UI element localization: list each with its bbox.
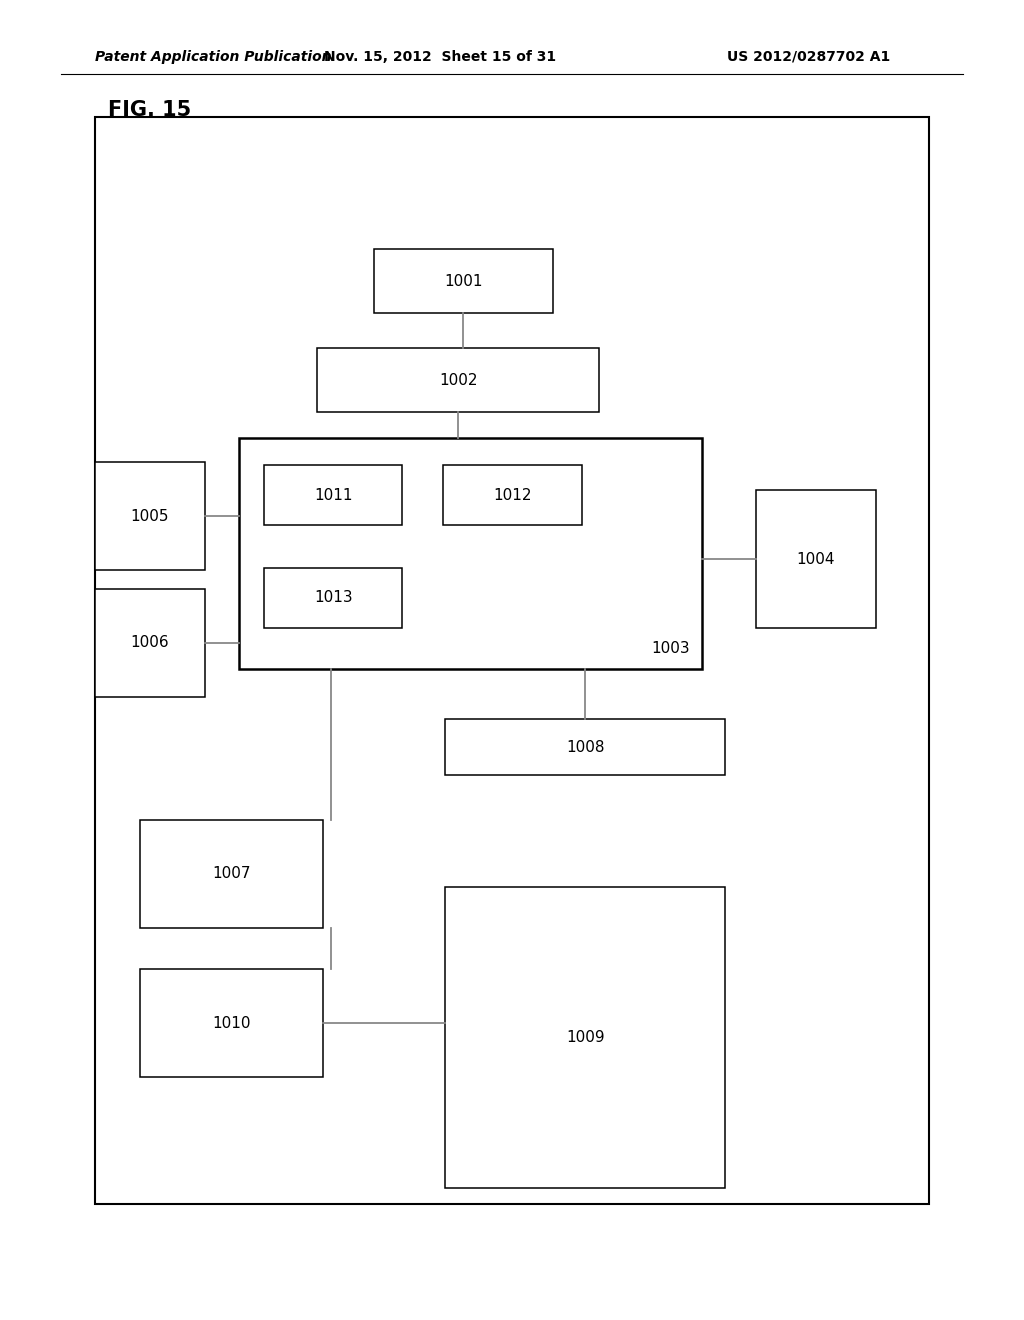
Text: 1005: 1005	[131, 508, 169, 524]
Text: Nov. 15, 2012  Sheet 15 of 31: Nov. 15, 2012 Sheet 15 of 31	[325, 50, 556, 63]
Bar	[239, 438, 702, 669]
Text: 1008: 1008	[566, 739, 604, 755]
Bar	[140, 820, 323, 928]
Text: 1013: 1013	[314, 590, 352, 606]
Text: 1002: 1002	[439, 372, 477, 388]
Text: Patent Application Publication: Patent Application Publication	[95, 50, 332, 63]
Text: 1003: 1003	[651, 642, 690, 656]
Text: 1010: 1010	[212, 1015, 251, 1031]
Bar	[95, 589, 205, 697]
Bar	[443, 465, 582, 525]
Bar	[445, 887, 725, 1188]
Bar	[317, 348, 599, 412]
Bar	[756, 490, 876, 628]
Text: 1001: 1001	[444, 273, 482, 289]
Bar	[95, 117, 929, 1204]
Text: 1009: 1009	[566, 1030, 604, 1045]
Bar	[374, 249, 553, 313]
Text: 1012: 1012	[494, 487, 531, 503]
Text: 1007: 1007	[212, 866, 251, 882]
Bar	[445, 719, 725, 775]
Text: 1011: 1011	[314, 487, 352, 503]
Text: FIG. 15: FIG. 15	[108, 99, 190, 120]
Text: 1004: 1004	[797, 552, 835, 566]
Text: US 2012/0287702 A1: US 2012/0287702 A1	[727, 50, 891, 63]
Bar	[140, 969, 323, 1077]
Bar	[95, 462, 205, 570]
Text: 1006: 1006	[131, 635, 169, 651]
Bar	[264, 465, 402, 525]
Bar	[264, 568, 402, 628]
